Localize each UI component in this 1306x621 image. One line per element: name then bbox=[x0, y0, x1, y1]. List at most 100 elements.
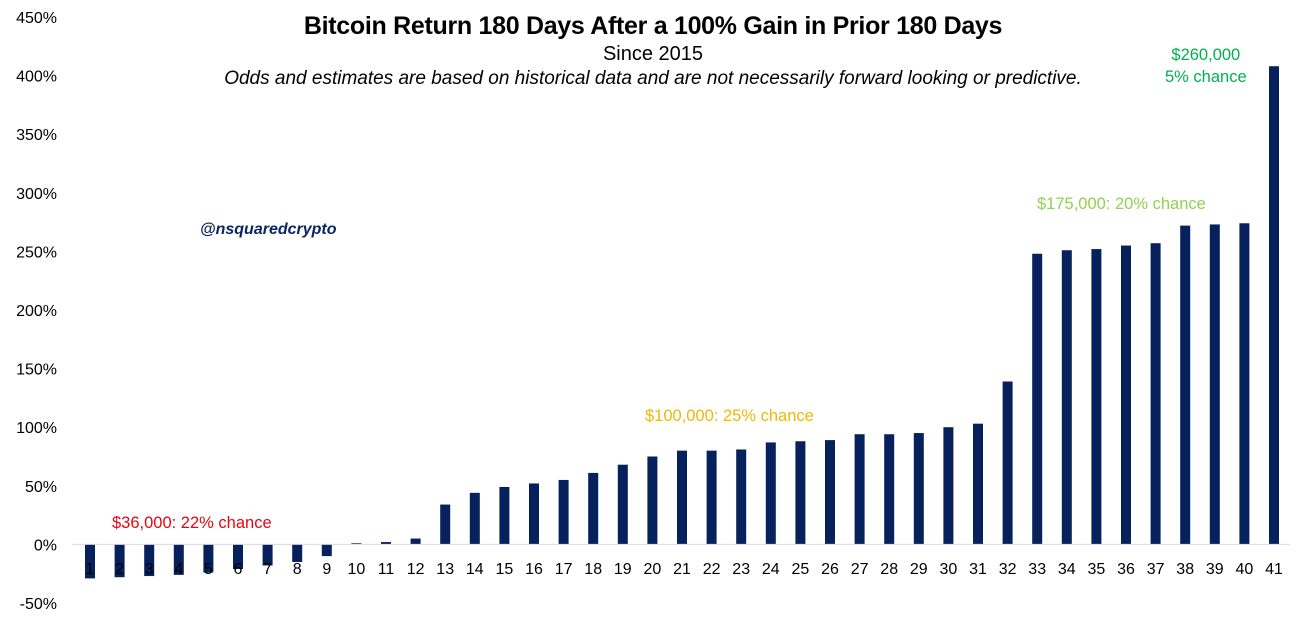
bar bbox=[321, 544, 332, 557]
x-tick-label: 16 bbox=[525, 561, 543, 578]
y-tick-label: 250% bbox=[16, 244, 57, 261]
annotation-260k: $260,000 5% chance bbox=[1165, 44, 1247, 88]
x-tick-label: 41 bbox=[1265, 561, 1283, 578]
x-tick-label: 31 bbox=[969, 561, 987, 578]
bar bbox=[351, 543, 362, 545]
bar bbox=[173, 544, 184, 575]
bar bbox=[381, 542, 391, 545]
y-tick-label: 350% bbox=[16, 127, 57, 144]
x-tick-label: 29 bbox=[910, 561, 928, 578]
bar bbox=[943, 427, 954, 545]
x-tick-label: 40 bbox=[1236, 561, 1254, 578]
bar bbox=[588, 472, 599, 545]
chart-subtitle: Since 2015 bbox=[602, 43, 704, 65]
x-tick-label: 4 bbox=[174, 561, 183, 578]
bar bbox=[114, 544, 125, 578]
bar bbox=[440, 504, 451, 545]
bar bbox=[884, 434, 895, 545]
bar bbox=[1002, 381, 1013, 545]
annotation-175k: $175,000: 20% chance bbox=[1037, 195, 1206, 213]
x-tick-label: 18 bbox=[584, 561, 602, 578]
x-tick-label: 6 bbox=[234, 561, 243, 578]
x-tick-label: 5 bbox=[204, 561, 213, 578]
bar bbox=[469, 492, 480, 545]
bar bbox=[144, 544, 155, 577]
annotation-100k: $100,000: 25% chance bbox=[645, 407, 814, 425]
x-tick-label: 3 bbox=[145, 561, 154, 578]
x-tick-label: 8 bbox=[293, 561, 302, 578]
y-tick-label: 200% bbox=[16, 303, 57, 320]
bar bbox=[529, 483, 539, 545]
bar bbox=[499, 486, 510, 545]
bar bbox=[617, 464, 628, 545]
x-tick-label: 37 bbox=[1147, 561, 1165, 578]
x-tick-label: 14 bbox=[466, 561, 484, 578]
x-axis: 1 2 3 4 5 6 7 8 9 10 11 12 13 14 15 16 17 18 19 20 21 22 23 24 2… bbox=[86, 561, 1283, 578]
bar bbox=[736, 449, 747, 545]
x-tick-label: 17 bbox=[555, 561, 573, 578]
bar bbox=[706, 450, 717, 545]
bar bbox=[1269, 66, 1279, 545]
bar bbox=[262, 544, 273, 566]
chart-title: Bitcoin Return 180 Days After a 100% Gai… bbox=[303, 12, 1003, 40]
x-tick-label: 34 bbox=[1058, 561, 1076, 578]
x-tick-label: 9 bbox=[322, 561, 331, 578]
bars bbox=[85, 66, 1279, 579]
x-tick-label: 20 bbox=[644, 561, 662, 578]
bar bbox=[1239, 223, 1250, 545]
title-block: Bitcoin Return 180 Days After a 100% Gai… bbox=[0, 10, 1306, 92]
x-tick-label: 11 bbox=[378, 561, 395, 578]
x-tick-label: 30 bbox=[940, 561, 958, 578]
bar bbox=[913, 433, 924, 545]
y-tick-label: -50% bbox=[20, 596, 57, 613]
bar bbox=[292, 544, 303, 562]
x-tick-label: 35 bbox=[1088, 561, 1106, 578]
bar bbox=[410, 538, 421, 545]
bar bbox=[677, 450, 687, 545]
y-tick-label: 50% bbox=[25, 479, 57, 496]
bar bbox=[1121, 245, 1131, 545]
author-handle: @nsquaredcrypto bbox=[200, 221, 337, 238]
x-tick-label: 33 bbox=[1028, 561, 1046, 578]
y-tick-label: 100% bbox=[16, 420, 57, 437]
bar bbox=[233, 544, 243, 570]
disclaimer-text: Odds and estimates are based on historic… bbox=[224, 68, 1082, 89]
x-tick-label: 2 bbox=[115, 561, 124, 578]
y-tick-label: 150% bbox=[16, 362, 57, 379]
bar bbox=[203, 544, 214, 573]
x-tick-label: 28 bbox=[880, 561, 898, 578]
x-tick-label: 7 bbox=[263, 561, 272, 578]
bar bbox=[1180, 225, 1191, 545]
x-tick-label: 22 bbox=[703, 561, 721, 578]
x-tick-label: 1 bbox=[86, 561, 95, 578]
bar bbox=[973, 423, 983, 545]
bar bbox=[1091, 249, 1102, 545]
x-tick-label: 27 bbox=[851, 561, 869, 578]
annotation-260k-odds: 5% chance bbox=[1165, 68, 1247, 86]
x-tick-label: 21 bbox=[673, 561, 691, 578]
x-tick-label: 12 bbox=[407, 561, 425, 578]
annotation-36k: $36,000: 22% chance bbox=[112, 514, 272, 532]
bar bbox=[1061, 250, 1072, 545]
x-tick-label: 23 bbox=[732, 561, 750, 578]
x-tick-label: 25 bbox=[792, 561, 810, 578]
x-tick-label: 38 bbox=[1176, 561, 1194, 578]
bar bbox=[647, 456, 658, 545]
x-tick-label: 10 bbox=[348, 561, 366, 578]
x-tick-label: 26 bbox=[821, 561, 839, 578]
x-tick-label: 19 bbox=[614, 561, 632, 578]
x-tick-label: 24 bbox=[762, 561, 780, 578]
y-axis: -50% 0% 50% 100% 150% 200% 250% 300% 350% 400% 450… bbox=[16, 10, 57, 613]
bar bbox=[85, 544, 95, 579]
x-tick-label: 32 bbox=[999, 561, 1017, 578]
bar bbox=[558, 479, 569, 545]
bar bbox=[1209, 224, 1220, 545]
bar bbox=[825, 440, 835, 545]
y-tick-label: 450% bbox=[16, 10, 57, 27]
bar bbox=[795, 441, 806, 545]
x-tick-label: 15 bbox=[496, 561, 514, 578]
bar bbox=[1150, 243, 1161, 545]
y-tick-label: 0% bbox=[34, 537, 57, 554]
x-tick-label: 36 bbox=[1117, 561, 1135, 578]
